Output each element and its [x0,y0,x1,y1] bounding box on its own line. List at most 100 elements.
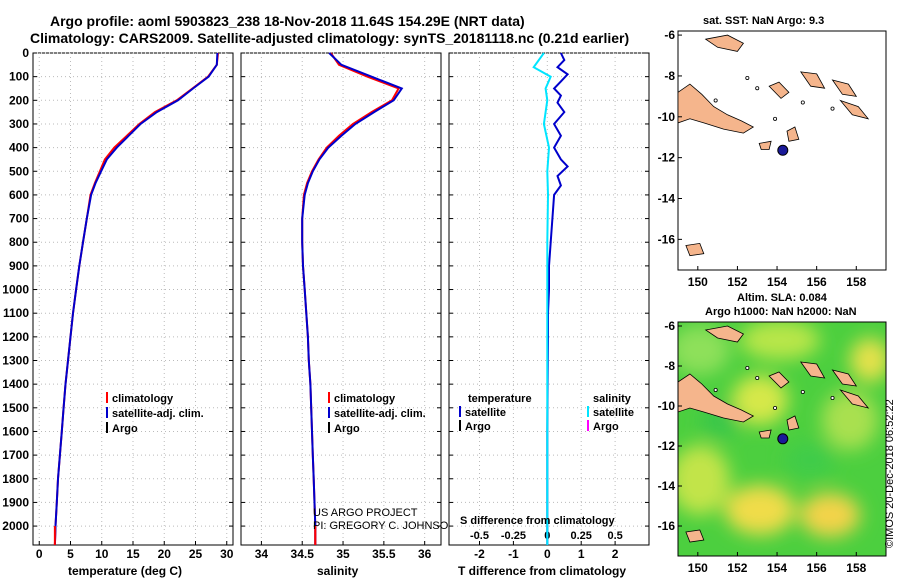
legend-swatch [328,392,330,403]
map-x-tick-label: 154 [767,275,787,289]
y-tick-label: 600 [9,188,29,202]
x-tick-label: 36 [418,547,432,561]
islet [745,75,750,80]
sla-blob [725,485,795,535]
map-y-tick-label: -8 [664,359,675,373]
islet [755,375,760,380]
y-tick-label: 800 [9,235,29,249]
top-x-tick-label: -0.5 [470,530,489,542]
y-tick-label: 1600 [2,424,29,438]
y-tick-label: 1200 [2,330,29,344]
temperature-plot-frame [32,52,234,546]
temperature-panel: 0100200300400500600700800900100011001200… [2,46,233,578]
x-tick-label: 0 [544,547,551,561]
islet [755,86,760,91]
y-tick-label: 1000 [2,283,29,297]
legend-label: Argo [465,421,491,433]
islet [773,116,778,121]
imos-credit: ©IMOS 20-Dec-2018 06:52:22 [884,399,896,548]
legend-title-temperature: temperature [468,393,532,405]
y-tick-label: 400 [9,141,29,155]
header-title-line2: Climatology: CARS2009. Satellite-adjuste… [30,30,629,46]
sla-map-title-line2: Argo h1000: NaN h2000: NaN [705,306,857,318]
legend-swatch [106,422,108,433]
argo-float-position-marker [777,433,789,445]
legend-label: climatology [334,393,396,405]
islet [800,100,805,105]
legend-swatch [106,392,108,403]
map-y-tick-label: -6 [664,28,675,42]
map-y-tick-label: -14 [658,192,676,206]
sst-map-panel: sat. SST: NaN Argo: 9.3 150 152 154 156 158 -… [658,15,887,289]
y-tick-label: 1700 [2,448,29,462]
land-polygon [786,415,800,431]
salinity-xlabel: salinity [317,564,359,578]
difference-panel: -2 -1 0 1 2 -0.5 -0.25 0 0.25 0.5 S difference f… [448,52,650,578]
map-y-tick-label: -14 [658,479,676,493]
land-polygon [677,83,755,134]
y-tick-label: 1400 [2,377,29,391]
y-tick-label: 500 [9,164,29,178]
islet [830,106,835,111]
difference-top-xlabel: S difference from climatology [460,515,616,527]
map-y-tick-label: -6 [664,319,675,333]
legend-label: satellite-adj. clim. [334,408,426,420]
x-tick-label: -1 [508,547,519,561]
islet [830,395,835,400]
x-tick-label: -2 [474,547,485,561]
islet [800,389,805,394]
x-tick-label: 10 [95,547,109,561]
salinity-panel: 34 34.5 35 35.5 36 salinity climatology satel… [240,52,456,578]
map-x-tick-label: 156 [807,275,827,289]
legend-swatch [587,420,589,431]
x-tick-label: 34.5 [291,547,315,561]
x-tick-label: 15 [126,547,140,561]
legend-label: satellite-adj. clim. [112,408,204,420]
sla-blob [850,338,886,382]
legend-label: climatology [112,393,174,405]
map-x-tick-label: 158 [846,561,866,575]
land-polygon [678,373,755,423]
top-x-tick-label: 0.25 [570,530,591,542]
map-x-tick-label: 150 [688,561,708,575]
land-polygon [758,429,772,439]
series-line-satellite-adj-clim- [53,52,219,546]
project-credit: US ARGO PROJECT [313,507,418,519]
land-polygon [704,325,745,343]
y-tick-label: 2000 [2,519,29,533]
y-tick-label: 1100 [3,306,29,320]
land-polygon [831,79,858,97]
top-x-tick-label: 0.5 [607,530,622,542]
salinity-legend: climatology satellite-adj. clim. Argo [328,392,426,435]
x-tick-label: 25 [189,547,203,561]
map-y-tick-label: -16 [658,519,676,533]
y-tick-label: 900 [9,259,29,273]
map-y-tick-label: -10 [658,399,676,413]
sla-map-title-line1: Altim. SLA: 0.084 [737,292,828,304]
map-x-tick-label: 152 [727,561,747,575]
land-polygon [685,242,705,257]
series-line-satellite-adj-clim- [301,52,404,545]
map-y-tick-label: -8 [664,69,675,83]
map-x-tick-label: 150 [688,275,708,289]
land-polygon [704,34,745,52]
x-tick-label: 5 [67,547,74,561]
y-tick-label: 200 [9,93,29,107]
x-tick-label: 0 [36,547,43,561]
x-tick-label: 34 [255,547,269,561]
legend-label: satellite [465,407,506,419]
land-polygon [839,99,870,120]
land-polygon [768,81,790,99]
sla-blob [785,442,835,478]
series-line-s-satellite [532,52,552,545]
islet [713,98,718,103]
x-tick-label: 1 [578,547,585,561]
islet [745,365,750,370]
y-tick-label: 100 [9,70,29,84]
land-polygon [831,369,858,387]
sla-blob [678,445,730,515]
sla-blob [740,322,820,360]
salinity-plot-frame [240,52,442,546]
map-y-tick-label: -12 [658,151,676,165]
y-tick-label: 1300 [2,354,29,368]
